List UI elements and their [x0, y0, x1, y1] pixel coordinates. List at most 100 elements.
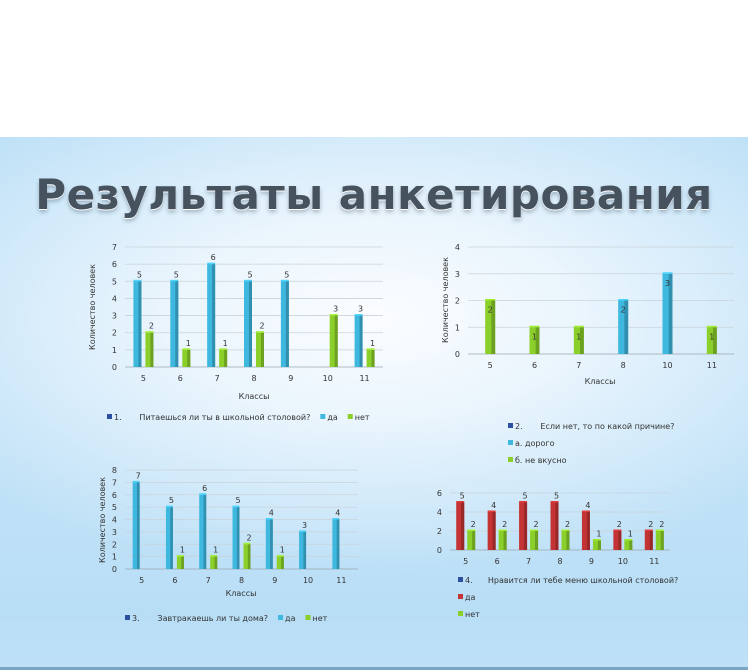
bar-top: [265, 518, 273, 520]
bar-top: [613, 529, 622, 531]
bar-shade: [580, 327, 584, 354]
y-tick-label: 2: [112, 540, 117, 549]
bar-top: [519, 501, 528, 503]
bar-shade: [624, 300, 629, 354]
y-tick-label: 1: [112, 346, 117, 355]
x-tick-label: 10: [662, 361, 672, 370]
bar-shade: [187, 349, 191, 367]
x-tick-label: 5: [139, 576, 144, 585]
bar-shade: [535, 531, 539, 550]
bar-top: [456, 501, 465, 503]
y-tick-label: 4: [455, 243, 460, 252]
data-label: 5: [174, 270, 179, 279]
legend-entry: а. дорого: [515, 439, 555, 448]
bar: [256, 332, 264, 367]
x-tick-label: 7: [576, 361, 581, 370]
y-tick-label: 3: [112, 528, 117, 537]
bar: [165, 507, 173, 569]
legend-question: 2. Если нет, то по какой причине?: [515, 422, 674, 431]
x-tick-label: 6: [495, 557, 500, 566]
bar-shade: [136, 482, 140, 569]
bar-top: [145, 331, 154, 333]
x-tick-label: 10: [323, 374, 333, 383]
legend-marker: [458, 594, 463, 599]
slide-background: [0, 137, 748, 670]
legend-marker: [320, 414, 326, 419]
data-label: 5: [247, 270, 252, 279]
bar-shade: [248, 281, 252, 367]
y-axis-title: Количество человек: [98, 477, 107, 563]
bar: [243, 544, 251, 569]
bar-shade: [270, 519, 273, 569]
data-label: 6: [202, 484, 207, 493]
chart-3-breakfast-at-home: 0 1 2 3 4 5 6 7 8 5 7 6 5 1 7 6 1 8 5 2 9 4 1 10 3 11 4 Количество …: [98, 466, 358, 623]
bar-top: [530, 529, 539, 531]
bar: [265, 519, 273, 569]
bar-shade: [492, 512, 496, 550]
data-label: 2: [534, 520, 539, 529]
y-tick-label: 2: [455, 297, 460, 306]
bar: [624, 540, 633, 550]
bar-shade: [586, 512, 590, 550]
data-label: 3: [665, 279, 670, 288]
bar-top: [165, 505, 173, 508]
data-label: 6: [211, 253, 216, 262]
data-label: 1: [709, 332, 714, 341]
bar: [613, 531, 622, 550]
x-tick-label: 8: [239, 576, 244, 585]
bar-top: [243, 542, 251, 545]
bar-top: [592, 539, 601, 541]
bar-top: [662, 272, 673, 274]
bar: [132, 482, 140, 569]
bar-top: [529, 325, 540, 328]
bar-shade: [203, 494, 207, 569]
x-tick-label: 6: [172, 576, 177, 585]
bar: [550, 502, 559, 550]
y-tick-label: 5: [112, 277, 117, 286]
x-tick-label: 7: [206, 576, 211, 585]
bar-top: [299, 530, 307, 532]
bar-shade: [150, 332, 154, 367]
bar: [662, 273, 673, 354]
data-label: 1: [596, 530, 601, 539]
bar: [592, 540, 601, 550]
bar: [366, 349, 375, 367]
x-tick-label: 9: [589, 557, 594, 566]
data-label: 2: [246, 533, 251, 542]
y-tick-label: 1: [112, 553, 117, 562]
bar-shade: [503, 531, 507, 550]
legend-question: 4. Нравится ли тебе меню школьной столов…: [465, 576, 678, 585]
data-label: 2: [259, 322, 264, 331]
chart-1-school-canteen: 0 1 2 3 4 5 6 7 5 5 2 6 5 1 7 6 1 8 5 2 9 5 10 3 11 3 1 Количество …: [88, 243, 383, 422]
bar-shade: [660, 531, 664, 550]
bar-top: [624, 539, 633, 541]
x-tick-label: 5: [141, 374, 146, 383]
x-tick-label: 7: [526, 557, 531, 566]
bar-shade: [555, 502, 559, 550]
bar-shade: [175, 281, 179, 367]
bar-top: [581, 510, 590, 512]
bar-top: [485, 299, 496, 301]
legend-entry: б. не вкусно: [515, 456, 567, 465]
bar-shade: [224, 349, 228, 367]
bar-top: [332, 518, 340, 520]
bar-top: [561, 529, 570, 531]
bar-top: [498, 529, 507, 531]
bar: [176, 556, 184, 569]
legend-question: 1. Питаешься ли ты в школьной столовой?: [114, 413, 310, 422]
x-axis-title: Классы: [585, 377, 616, 386]
x-axis-title: Классы: [226, 589, 257, 598]
bar: [530, 531, 539, 550]
data-label: 2: [659, 520, 664, 529]
bar-top: [706, 325, 717, 328]
bar-shade: [713, 327, 717, 354]
data-label: 4: [491, 501, 496, 510]
x-tick-label: 5: [463, 557, 468, 566]
bar-top: [219, 348, 228, 350]
bar-top: [199, 493, 207, 495]
x-tick-label: 8: [251, 374, 256, 383]
legend-marker: [278, 615, 284, 620]
bar-shade: [303, 531, 307, 569]
data-label: 2: [149, 322, 154, 331]
